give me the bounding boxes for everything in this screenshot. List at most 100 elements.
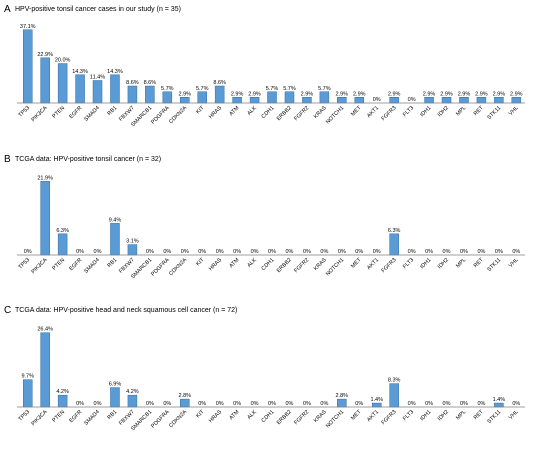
bar-erbb2 bbox=[284, 91, 295, 104]
tick-label: ALK bbox=[246, 105, 258, 117]
tick-label: ATM bbox=[228, 409, 240, 421]
tick-label: CDH1 bbox=[261, 105, 276, 120]
tick-label: ERBB2 bbox=[276, 409, 293, 426]
data-label: 0% bbox=[216, 401, 224, 407]
data-label: 11.4% bbox=[90, 75, 105, 81]
bar-vhl bbox=[511, 97, 522, 104]
tick-label: HRAS bbox=[208, 105, 223, 120]
bar-akt1 bbox=[371, 402, 382, 408]
tick-label: STK11 bbox=[486, 257, 502, 273]
bar-idh2 bbox=[441, 97, 452, 104]
data-label: 0% bbox=[286, 401, 294, 407]
data-label: 0% bbox=[460, 401, 468, 407]
tick-label: AKT1 bbox=[366, 105, 380, 119]
bar-rb1 bbox=[110, 387, 120, 408]
data-label: 2.9% bbox=[178, 91, 191, 97]
tick-label: EGFR bbox=[68, 409, 83, 424]
bar-met bbox=[354, 97, 365, 104]
bar-tp53 bbox=[22, 29, 33, 104]
tick-label: EGFR bbox=[68, 105, 83, 120]
data-label: 2.8% bbox=[336, 393, 349, 399]
data-label: 0% bbox=[338, 249, 346, 255]
data-label: 8.6% bbox=[126, 80, 139, 86]
tick-label: VHL bbox=[508, 105, 520, 117]
tick-label: HRAS bbox=[208, 257, 223, 272]
data-label: 14.3% bbox=[107, 69, 123, 75]
tick-label: AKT1 bbox=[366, 409, 380, 423]
tick-label: FGFR2 bbox=[293, 105, 310, 122]
data-label: 14.3% bbox=[72, 69, 88, 75]
data-label: 0% bbox=[198, 401, 206, 407]
bar-cdh1 bbox=[267, 91, 277, 104]
panel-letter: C bbox=[4, 305, 11, 316]
data-label: 0% bbox=[233, 401, 241, 407]
tick-label: NOTCH1 bbox=[325, 105, 345, 125]
tick-label: MPL bbox=[455, 257, 467, 269]
tick-label: RET bbox=[473, 409, 485, 421]
bar-stk11 bbox=[494, 97, 504, 104]
data-label: 2.9% bbox=[440, 91, 453, 97]
bar-pik3ca bbox=[40, 332, 50, 408]
tick-label: PIK3CA bbox=[31, 257, 49, 275]
tick-label: VHL bbox=[508, 409, 520, 421]
panel-title: TCGA data: HPV-positive tonsil cancer (n… bbox=[15, 156, 161, 163]
data-label: 5.7% bbox=[196, 86, 209, 92]
data-label: 0% bbox=[477, 249, 485, 255]
data-label: 2.9% bbox=[493, 91, 506, 97]
tick-label: KRAS bbox=[313, 409, 328, 424]
data-label: 5.7% bbox=[283, 86, 296, 92]
tick-label: FGFR2 bbox=[293, 409, 310, 426]
data-label: 0% bbox=[268, 401, 276, 407]
tick-label: PIK3CA bbox=[31, 105, 49, 123]
data-label: 0% bbox=[512, 401, 520, 407]
data-label: 6.3% bbox=[388, 228, 401, 234]
data-label: 0% bbox=[146, 249, 154, 255]
bar-idh1 bbox=[424, 97, 434, 104]
panel-a: A HPV-positive tonsil cancer cases in ou… bbox=[4, 4, 526, 128]
data-label: 0% bbox=[460, 249, 468, 255]
data-label: 0% bbox=[408, 97, 416, 103]
bar-rb1 bbox=[110, 223, 120, 256]
tick-label: PTEN bbox=[51, 409, 66, 424]
data-label: 26.4% bbox=[37, 327, 53, 333]
bar-mpl bbox=[459, 97, 469, 104]
tick-label: STK11 bbox=[486, 105, 502, 121]
data-label: 0% bbox=[477, 401, 485, 407]
tick-label: FLT3 bbox=[402, 105, 415, 118]
bar-pik3ca bbox=[40, 181, 50, 256]
data-label: 2.9% bbox=[248, 91, 261, 97]
bar-cdkn2a bbox=[180, 97, 190, 104]
data-label: 9.4% bbox=[109, 217, 122, 223]
tick-label: SMAD4 bbox=[83, 105, 101, 123]
data-label: 0% bbox=[268, 249, 276, 255]
data-label: 0% bbox=[373, 249, 381, 255]
bar-cdkn2a bbox=[180, 398, 190, 408]
data-label: 0% bbox=[443, 401, 451, 407]
bar-fbxw7 bbox=[127, 85, 138, 104]
data-label: 0% bbox=[216, 249, 224, 255]
data-label: 8.3% bbox=[388, 378, 401, 384]
data-label: 4.2% bbox=[56, 389, 69, 395]
bar-kit bbox=[197, 91, 207, 104]
tick-label: NOTCH1 bbox=[325, 409, 345, 429]
bar-fbxw7 bbox=[127, 394, 138, 408]
data-label: 5.7% bbox=[266, 86, 279, 92]
data-label: 2.9% bbox=[458, 91, 471, 97]
tick-label: MPL bbox=[455, 105, 467, 117]
bar-pten bbox=[57, 394, 68, 408]
tick-label: MET bbox=[350, 409, 363, 422]
data-label: 8.6% bbox=[144, 80, 157, 86]
tick-label: ERBB2 bbox=[276, 105, 293, 122]
tick-label: SMAD4 bbox=[83, 409, 101, 427]
tick-label: TP53 bbox=[18, 409, 32, 423]
bar-fgfr3 bbox=[389, 97, 399, 104]
bar-egfr bbox=[75, 74, 85, 104]
data-label: 1.4% bbox=[493, 397, 506, 403]
tick-label: EGFR bbox=[68, 257, 83, 272]
tick-label: IDH2 bbox=[437, 105, 450, 118]
data-label: 6.9% bbox=[109, 382, 122, 388]
tick-label: ALK bbox=[246, 409, 258, 421]
data-label: 0% bbox=[355, 249, 363, 255]
bar-notch1 bbox=[337, 97, 347, 104]
